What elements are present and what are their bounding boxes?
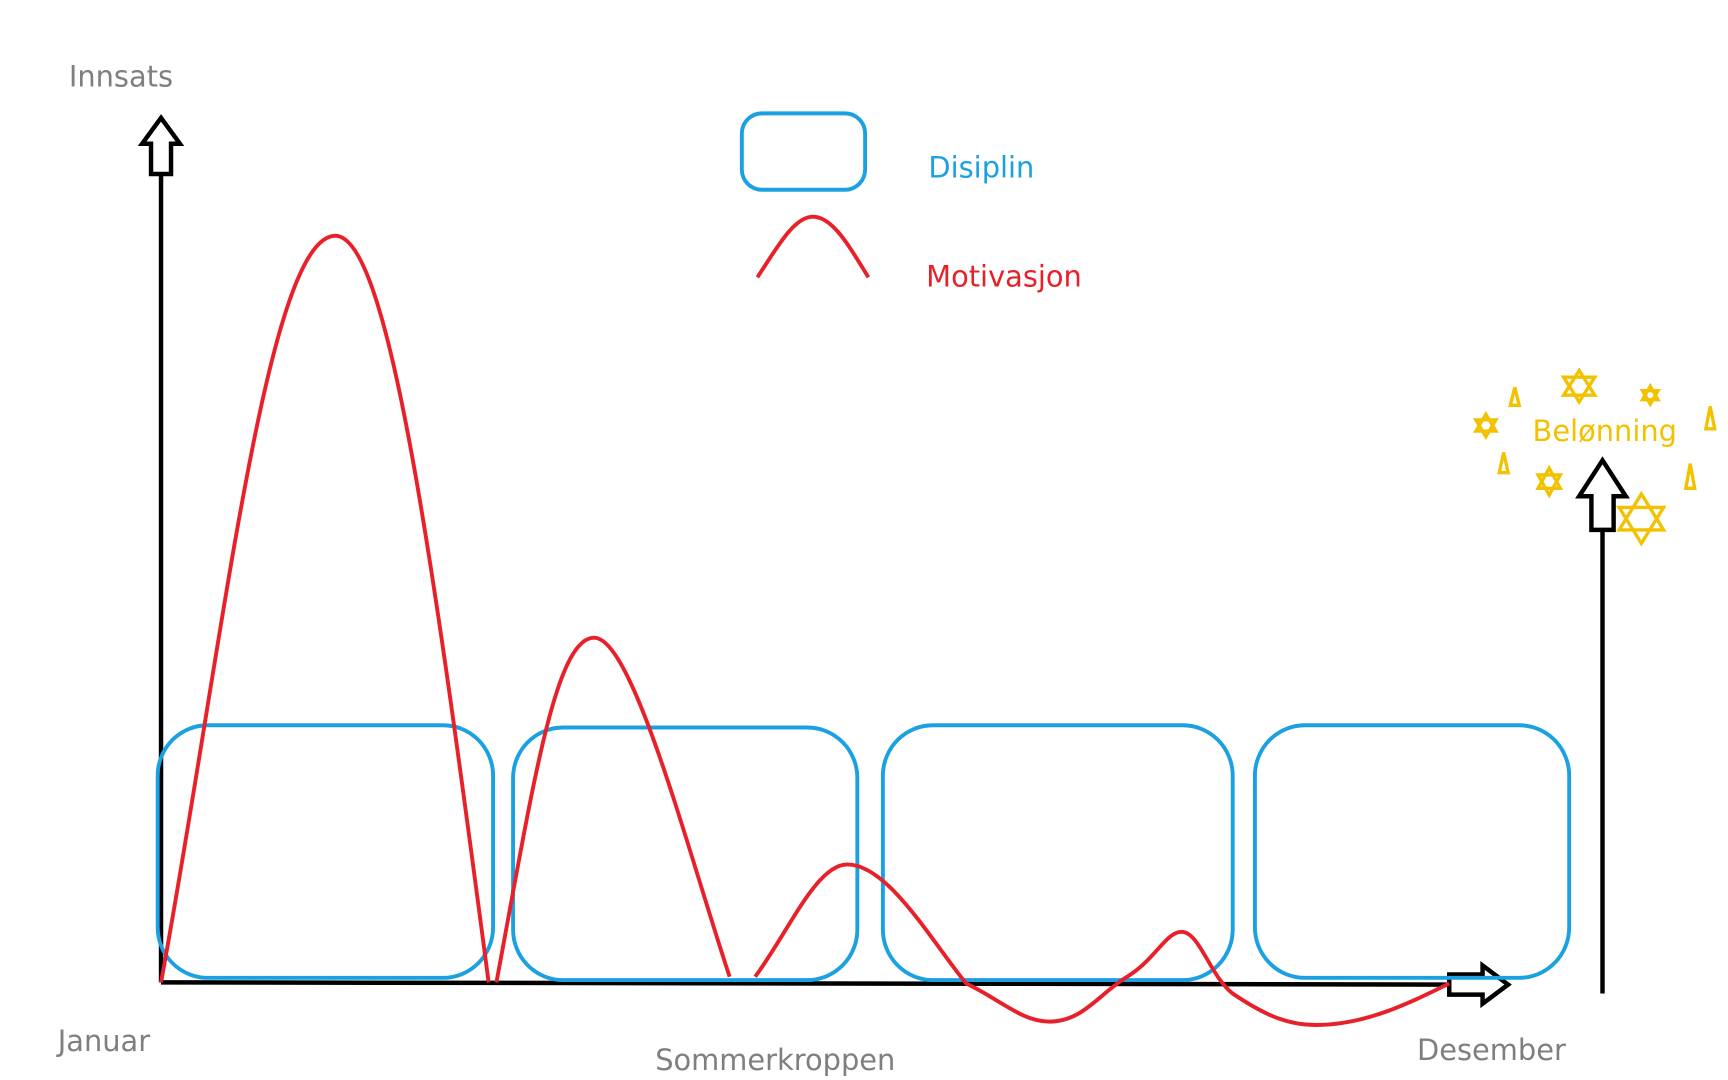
reward-label: Belønning — [1533, 414, 1677, 448]
y-axis-label: Innsats — [69, 59, 173, 93]
reward-stars — [1472, 367, 1717, 547]
x-start-label: Januar — [56, 1024, 150, 1058]
legend-label: Disiplin — [928, 150, 1034, 184]
motivation-curve — [159, 214, 1451, 1027]
x-end-label: Desember — [1417, 1033, 1566, 1067]
discipline-blocks — [155, 111, 1572, 983]
legend-label: Motivasjon — [926, 259, 1082, 293]
axes — [137, 114, 1630, 1009]
x-middle-label: Sommerkroppen — [655, 1043, 895, 1077]
